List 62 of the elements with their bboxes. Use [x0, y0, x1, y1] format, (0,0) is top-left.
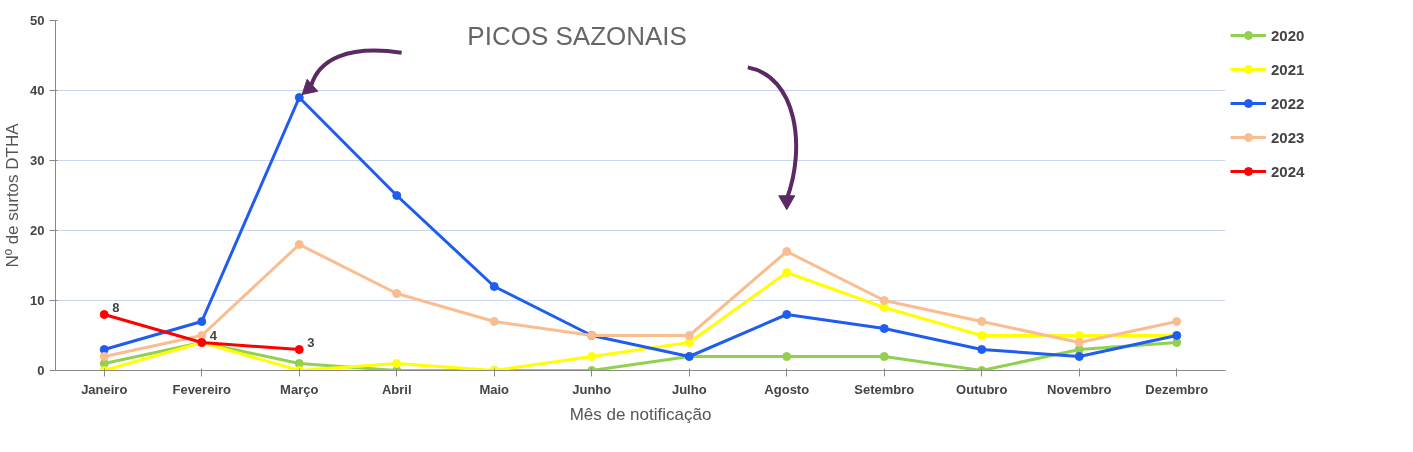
point: [879, 352, 889, 361]
y-tick-label: 0: [37, 363, 45, 378]
data-label: 8: [112, 299, 120, 315]
point: [99, 310, 109, 319]
point: [489, 317, 499, 326]
x-tick-label: Dezembro: [1145, 381, 1209, 397]
legend-label: 2021: [1271, 60, 1305, 78]
y-tick-label: 10: [30, 293, 45, 308]
point: [977, 331, 987, 340]
y-tick-label: 40: [30, 83, 45, 98]
y-tick-label: 30: [30, 153, 45, 168]
point: [1172, 317, 1182, 326]
point: [782, 352, 792, 361]
x-tick-label: Janeiro: [81, 381, 128, 397]
x-tick-label: Fevereiro: [172, 381, 232, 397]
x-tick-label: Junho: [572, 381, 612, 397]
point: [392, 359, 402, 368]
point: [1074, 331, 1084, 340]
x-axis-title: Mês de notificação: [569, 404, 712, 424]
point: [99, 352, 109, 361]
point: [1074, 352, 1084, 361]
x-tick-label: Agosto: [764, 381, 810, 397]
point: [1172, 338, 1182, 347]
legend-label: 2020: [1271, 26, 1305, 44]
point: [977, 345, 987, 354]
legend-label: 2024: [1271, 162, 1305, 180]
point: [294, 345, 304, 354]
x-tick-label: Outubro: [956, 381, 1008, 397]
y-tick-label: 20: [30, 223, 45, 238]
data-label: 3: [307, 334, 315, 350]
x-tick-label: Março: [280, 381, 319, 397]
point: [99, 345, 109, 354]
y-axis-title: Nº de surtos DTHA: [3, 122, 23, 268]
point: [684, 338, 694, 347]
legend-label: 2022: [1271, 94, 1305, 112]
point: [392, 289, 402, 298]
point: [197, 331, 207, 340]
point: [587, 352, 597, 361]
point: [392, 191, 402, 200]
point: [1074, 338, 1084, 347]
legend-label: 2023: [1271, 128, 1305, 146]
point: [782, 268, 792, 277]
x-tick-label: Maio: [479, 381, 510, 397]
point: [197, 317, 207, 326]
point: [684, 331, 694, 340]
point: [489, 282, 499, 291]
point: [294, 93, 304, 102]
point: [782, 247, 792, 256]
point: [294, 240, 304, 249]
annotation: PICOS SAZONAIS: [467, 20, 687, 51]
point: [879, 303, 889, 312]
x-tick-label: Novembro: [1047, 381, 1112, 397]
point: [977, 317, 987, 326]
point: [879, 324, 889, 333]
point: [879, 296, 889, 305]
x-tick-label: Julho: [671, 381, 707, 397]
point: [294, 359, 304, 368]
x-tick-label: Abril: [381, 381, 412, 397]
y-tick-label: 50: [30, 13, 45, 28]
point: [782, 310, 792, 319]
x-tick-label: Setembro: [854, 381, 915, 397]
data-label: 4: [209, 327, 218, 343]
